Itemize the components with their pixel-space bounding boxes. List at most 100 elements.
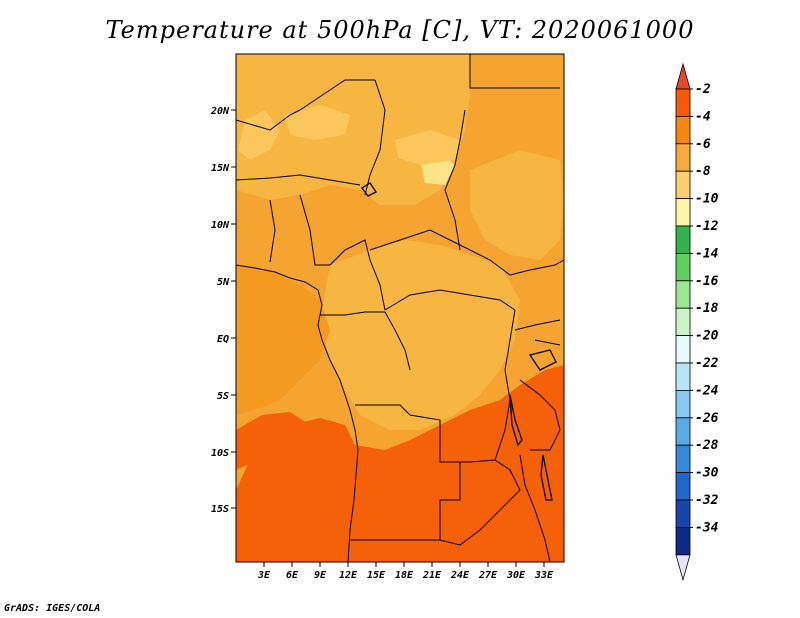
border-mali: [235, 109, 301, 131]
colorbar-cell: [675, 88, 691, 117]
colorbar-label: -16: [695, 274, 719, 289]
colorbar-cell: [675, 335, 691, 364]
map-title: Temperature at 500hPa [C], VT: 202006100…: [105, 16, 695, 44]
colorbar-cell: [675, 417, 691, 446]
lon-label: 27E: [478, 570, 498, 581]
colorbar-cell: [675, 252, 691, 282]
colorbar-cell: [675, 280, 691, 309]
lat-label: 15S: [211, 504, 229, 515]
hot-region-south: [236, 365, 564, 562]
border-chad-sudan: [444, 109, 466, 251]
border-algeria-niger: [299, 79, 375, 111]
colorbar-label: -32: [695, 493, 719, 508]
colorbar-label: -24: [695, 383, 719, 398]
lake-malawi: [540, 454, 553, 501]
border-east: [509, 259, 565, 276]
border-malawi-moz: [519, 454, 551, 563]
pale-region-sudan: [395, 130, 460, 165]
colorbar-label: -8: [695, 164, 711, 179]
colorbar-label: -22: [695, 356, 719, 371]
border-nigeria: [269, 194, 330, 266]
lake-chad: [361, 182, 377, 197]
lon-label: 6E: [286, 570, 299, 581]
border-niger-chad: [364, 79, 386, 196]
colorbar-label: -12: [695, 219, 719, 234]
colorbar-label: -30: [695, 466, 719, 481]
border-car: [369, 229, 511, 276]
colorbar-label: -4: [695, 109, 711, 124]
lake-victoria: [528, 349, 557, 371]
colorbar-top-arrow: [675, 62, 691, 90]
border-drc-east: [494, 309, 516, 461]
colorbar-label: -2: [695, 82, 711, 97]
lon-label: 15E: [367, 570, 386, 581]
colorbar-cell: [675, 143, 691, 172]
warm-region-west: [236, 265, 330, 415]
lat-label: 15N: [211, 163, 230, 174]
colorbar-label: -20: [695, 329, 719, 344]
border-cameroon: [329, 239, 386, 311]
lon-tick-marks: [263, 562, 545, 567]
colorbar-cell: [675, 444, 691, 474]
cool-region-north: [236, 54, 470, 205]
lake-tanganyika: [509, 394, 523, 447]
colorbar-label: -28: [695, 438, 719, 453]
border-uganda-kenya: [514, 319, 561, 346]
cool-region-east: [470, 150, 564, 260]
colorbar-cell: [675, 170, 691, 199]
lat-labels: 20N 15N 10N 5N EQ 5S 10S 15S: [210, 106, 230, 515]
map-plot-area: 20N 15N 10N 5N EQ 5S 10S 15S 3E 6E 9E 12…: [210, 53, 565, 581]
border-zambia: [439, 459, 521, 546]
lon-label: 9E: [314, 570, 327, 581]
lon-label: 12E: [339, 570, 358, 581]
lon-label: 30E: [506, 570, 526, 581]
hot-region-southwest: [236, 412, 310, 470]
colorbar-cell: [675, 198, 691, 227]
colorbar-cell: [675, 116, 691, 145]
cool-region-central: [320, 240, 520, 430]
colorbar-cell: [675, 472, 691, 501]
colorbar-cells: [675, 62, 693, 582]
lon-label: 18E: [395, 570, 414, 581]
colorbar-cell: [675, 307, 691, 337]
lat-label: 5S: [217, 391, 229, 402]
lake-outlines: [361, 182, 557, 501]
country-borders: [235, 54, 565, 563]
lat-tick-marks: [231, 109, 236, 509]
colorbar: -2 -4 -6 -8 -10 -12 -14 -16 -18 -20 -22 -24 -26 -28 -3…: [675, 62, 719, 582]
lat-label: 5N: [217, 277, 230, 288]
colorbar-label: -10: [695, 192, 719, 207]
colorbar-label: -14: [695, 246, 719, 261]
lat-label: 10S: [211, 448, 229, 459]
border-tanzania: [519, 379, 561, 451]
lon-label: 24E: [450, 570, 470, 581]
pale-region-north: [285, 105, 350, 140]
colorbar-cell: [675, 499, 691, 528]
map-frame: [235, 53, 565, 563]
pale-region-northwest: [238, 110, 280, 160]
grads-credit: GrADS: IGES/COLA: [4, 603, 101, 614]
colorbar-cell: [675, 527, 691, 556]
colorbar-label: -34: [695, 520, 719, 535]
border-sahel: [235, 174, 361, 186]
lon-label: 21E: [422, 570, 442, 581]
colorbar-cell: [675, 225, 691, 254]
lon-labels: 3E 6E 9E 12E 15E 18E 21E 24E 27E 30E 33E: [257, 570, 554, 581]
lat-label: 10N: [211, 220, 230, 231]
colorbar-label: -26: [695, 411, 719, 426]
colorbar-label: -18: [695, 301, 719, 316]
border-libya-egypt: [469, 54, 560, 89]
colorbar-bottom-arrow: [675, 554, 691, 582]
border-drc-north: [384, 289, 516, 311]
colorbar-labels: -2 -4 -6 -8 -10 -12 -14 -16 -18 -20 -22 -24 -26 -28 -3…: [695, 82, 719, 535]
coastline-west-africa: [235, 264, 359, 563]
lat-label: EQ: [217, 334, 229, 345]
colorbar-cell: [675, 362, 691, 391]
colorbar-label: -6: [695, 137, 711, 152]
lat-label: 20N: [210, 106, 230, 117]
colorbar-cell: [675, 389, 691, 419]
lon-label: 33E: [534, 570, 554, 581]
lon-label: 3E: [257, 570, 271, 581]
border-congo: [320, 311, 411, 371]
